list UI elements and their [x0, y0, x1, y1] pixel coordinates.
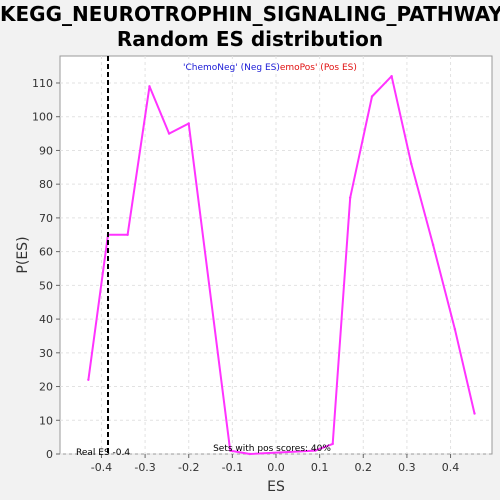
data-point [348, 196, 352, 199]
data-point [473, 412, 476, 415]
y-tick-label: 40 [39, 313, 53, 326]
chart-subtitle: Random ES distribution [116, 27, 384, 51]
x-tick-label: -0.3 [134, 461, 155, 474]
y-axis-label: P(ES) [15, 236, 31, 273]
x-tick-label: -0.4 [91, 461, 112, 474]
chart-title: KEGG_NEUROTROPHIN_SIGNALING_PATHWAY: [0, 2, 500, 26]
series [87, 75, 476, 456]
y-tick-label: 30 [39, 347, 53, 360]
real-es-label: Real ES -0.4 [76, 448, 130, 458]
data-point [248, 452, 252, 456]
y-tick-label: 70 [39, 212, 53, 225]
y-tick-label: 110 [32, 77, 53, 90]
x-tick-label: 0.2 [355, 461, 373, 474]
y-tick-label: 80 [39, 178, 53, 191]
data-point [167, 132, 171, 135]
data-point [314, 449, 317, 452]
pos-score-annotation: Sets with pos scores: 40% [213, 444, 331, 454]
data-point [370, 95, 374, 98]
data-point [187, 122, 190, 125]
data-point [390, 75, 393, 78]
x-tick-label: 0.0 [267, 461, 285, 474]
x-tick-label: 0.4 [442, 461, 460, 474]
legend: 'ChemoNeg' (Neg ES)emoPos' (Pos ES) [183, 63, 357, 73]
data-point [431, 243, 435, 247]
data-point [126, 233, 129, 236]
y-tick-label: 60 [39, 246, 53, 259]
legend-entry-pos: emoPos' (Pos ES) [280, 63, 357, 73]
data-point [410, 162, 413, 166]
y-tick-label: 20 [39, 381, 53, 394]
y-tick-label: 100 [32, 111, 53, 124]
axes: 0 10 20 30 40 50 60 70 80 90 100 110 -0.4 -0.3 -0.2 -0.… [32, 77, 459, 474]
data-point [87, 378, 90, 381]
data-point [148, 85, 151, 88]
y-tick-label: 0 [46, 448, 53, 461]
x-axis-label: ES [267, 479, 285, 495]
y-tick-label: 90 [39, 144, 53, 157]
data-point [453, 328, 457, 331]
y-tick-label: 10 [39, 414, 53, 427]
data-point [228, 449, 232, 452]
overlays: Real ES -0.4 Sets with pos scores: 40% 'Ch… [76, 56, 357, 458]
legend-entry-neg: 'ChemoNeg' (Neg ES) [183, 63, 280, 73]
x-tick-label: -0.1 [222, 461, 243, 474]
data-point [331, 442, 334, 446]
x-tick-label: 0.1 [311, 461, 329, 474]
x-tick-label: -0.2 [178, 461, 199, 474]
x-tick-label: 0.3 [398, 461, 416, 474]
y-tick-label: 50 [39, 279, 53, 292]
